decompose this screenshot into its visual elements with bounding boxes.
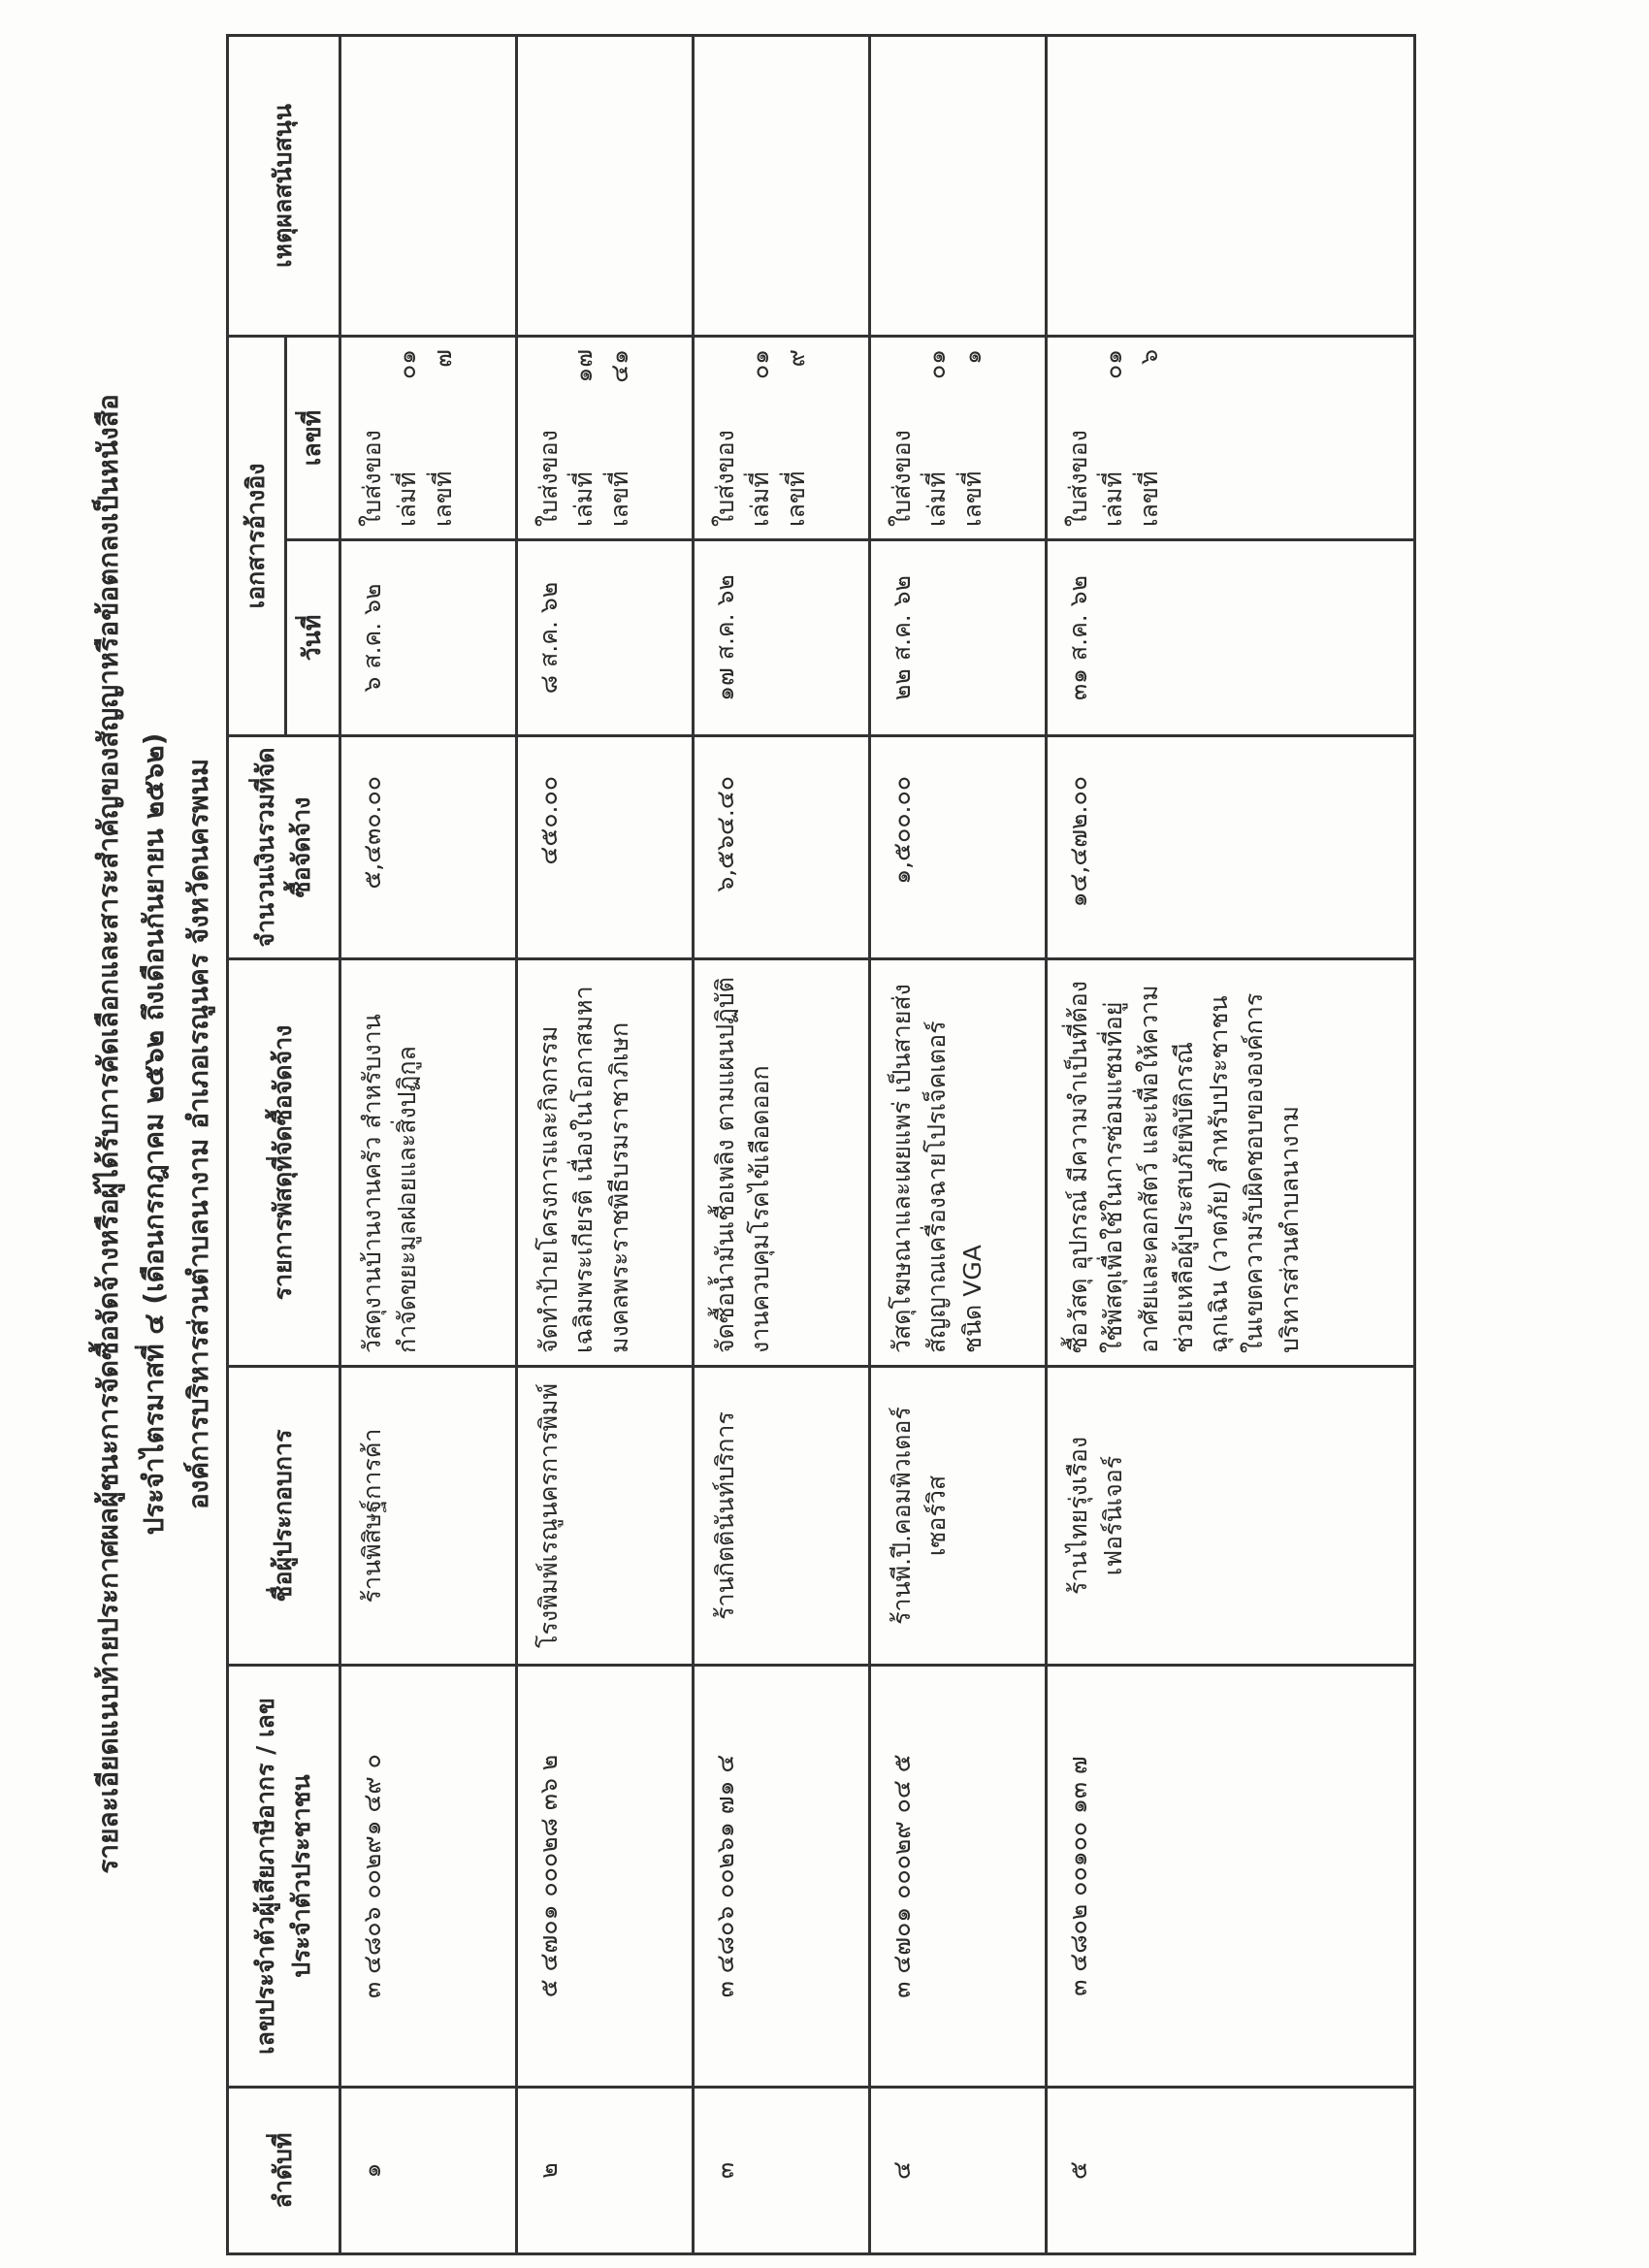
book-number: ๐๑	[393, 349, 422, 380]
row-ref-date: ๘ ส.ค. ๖๒	[516, 539, 694, 736]
row-items: วัสดุงานบ้านงานครัว สำหรับงานกำจัดขยะมูล…	[340, 958, 517, 1367]
header-tax-id: เลขประจำตัวผู้เสียภาษีอากร / เลขประจำตัว…	[227, 1665, 340, 2088]
book-label: เล่มที่	[569, 471, 598, 527]
row-no: ๓	[693, 2087, 870, 2254]
table-row: ๒๕ ๔๗๐๑ ๐๐๐๒๘ ๓๖ ๒โรงพิมพ์เรณูนครการพิมพ…	[516, 35, 694, 2254]
row-ref-date: ๖ ส.ค. ๖๒	[340, 539, 517, 736]
row-no: ๑	[340, 2087, 517, 2254]
row-tax-id: ๓ ๔๗๐๑ ๐๐๐๒๙ ๐๔ ๕	[869, 1665, 1047, 2088]
book-label: เล่มที่	[922, 471, 952, 527]
doc-type: ใบส่งของ	[534, 430, 563, 527]
row-amount: ๔๕๐.๐๐	[516, 735, 694, 959]
document-subtitle-quarter: ประจำไตรมาสที่ ๔ (เดือนกรกฎาคม ๒๕๖๒ ถึงเ…	[138, 732, 170, 1536]
book-number: ๐๑	[746, 349, 775, 380]
doc-type: ใบส่งของ	[888, 430, 916, 527]
doc-number: ๗	[428, 349, 457, 368]
row-tax-id: ๓ ๔๘๐๖ ๐๐๒๖๑ ๗๑ ๔	[693, 1665, 870, 2088]
header-amount: จำนวนเงินรวมที่จัดซื้อจัดจ้าง	[227, 735, 340, 959]
header-reference: เอกสารอ้างอิง	[227, 336, 286, 736]
row-vendor: ร้านไทยรุ่งเรืองเฟอร์นิเจอร์	[1046, 1366, 1415, 1666]
row-reason	[340, 35, 517, 337]
row-reason	[869, 35, 1047, 337]
row-reason	[516, 35, 694, 337]
row-no: ๒	[516, 2087, 694, 2254]
book-label: เล่มที่	[393, 471, 422, 527]
doc-number: ๙	[781, 349, 810, 368]
doc-type: ใบส่งของ	[1064, 430, 1092, 527]
row-vendor: ร้านพิสิษฐ์การค้า	[340, 1366, 517, 1666]
row-vendor: ร้านพี.ปี.คอมพิวเตอร์เซอร์วิส	[869, 1366, 1047, 1666]
book-label: เล่มที่	[1099, 471, 1128, 527]
table-row: ๑๓ ๔๘๐๖ ๐๐๒๙๑ ๔๙ ๐ร้านพิสิษฐ์การค้า วัสดุ…	[340, 35, 517, 2254]
table-row: ๔๓ ๔๗๐๑ ๐๐๐๒๙ ๐๔ ๕ร้านพี.ปี.คอมพิวเตอร์เ…	[869, 35, 1047, 2254]
number-label: เลขที่	[1134, 470, 1163, 527]
row-items: ซื้อวัสดุ อุปกรณ์ มีความจำเป็นที่ต้องใช้…	[1046, 958, 1415, 1367]
doc-number: ๑	[957, 349, 986, 365]
row-no: ๔	[869, 2087, 1047, 2254]
book-label: เล่มที่	[746, 471, 775, 527]
header-vendor: ชื่อผู้ประกอบการ	[227, 1366, 340, 1666]
row-tax-id: ๓ ๔๘๐๒ ๐๐๑๐๐ ๑๓ ๗	[1046, 1665, 1415, 2088]
row-reason	[1046, 35, 1415, 337]
procurement-table: ลำดับที่ เลขประจำตัวผู้เสียภาษีอากร / เล…	[226, 34, 1416, 2255]
row-amount: ๑,๕๐๐.๐๐	[869, 735, 1047, 959]
number-label: เลขที่	[781, 470, 810, 527]
document-subtitle-organization: องค์การบริหารส่วนตำบลนางาม อำเภอเรณูนคร …	[182, 758, 214, 1510]
header-reason: เหตุผลสนับสนุน	[227, 35, 340, 337]
row-ref-no: ใบส่งของ เล่มที่ ๐๑เลขที่ ๙	[693, 336, 870, 540]
row-ref-no: ใบส่งของ เล่มที่ ๐๑เลขที่ ๖	[1046, 336, 1415, 540]
row-ref-no: ใบส่งของ เล่มที่ ๐๑เลขที่ ๗	[340, 336, 517, 540]
header-no: ลำดับที่	[227, 2087, 340, 2254]
row-items: จัดทำป้ายโครงการและกิจกรรมเฉลิมพระเกียรต…	[516, 958, 694, 1367]
row-amount: ๑๔,๔๗๒.๐๐	[1046, 735, 1415, 959]
number-label: เลขที่	[957, 470, 986, 527]
table-row: ๓๓ ๔๘๐๖ ๐๐๒๖๑ ๗๑ ๔ร้านกิตตินันท์บริการ จั…	[693, 35, 870, 2254]
document-title: รายละเอียดแนบท้ายประกาศผลผู้ชนะการจัดซื้…	[92, 394, 124, 1874]
row-vendor: โรงพิมพ์เรณูนครการพิมพ์	[516, 1366, 694, 1666]
header-ref-no: เลขที่	[285, 336, 340, 540]
row-reason	[693, 35, 870, 337]
header-ref-date: วันที่	[285, 539, 340, 736]
row-ref-date: ๒๒ ส.ค. ๖๒	[869, 539, 1047, 736]
row-tax-id: ๓ ๔๘๐๖ ๐๐๒๙๑ ๔๙ ๐	[340, 1665, 517, 2088]
row-tax-id: ๕ ๔๗๐๑ ๐๐๐๒๘ ๓๖ ๒	[516, 1665, 694, 2088]
doc-type: ใบส่งของ	[358, 430, 386, 527]
row-ref-date: ๑๗ ส.ค. ๖๒	[693, 539, 870, 736]
doc-number: ๖	[1134, 349, 1163, 365]
table-row: ๕๓ ๔๘๐๒ ๐๐๑๐๐ ๑๓ ๗ร้านไทยรุ่งเรืองเฟอร์น…	[1046, 35, 1415, 2254]
row-amount: ๖,๕๖๔.๔๐	[693, 735, 870, 959]
row-ref-date: ๓๑ ส.ค. ๖๒	[1046, 539, 1415, 736]
number-label: เลขที่	[428, 470, 457, 527]
number-label: เลขที่	[604, 470, 633, 527]
row-ref-no: ใบส่งของ เล่มที่ ๐๑เลขที่ ๑	[869, 336, 1047, 540]
doc-number: ๔๑	[604, 349, 633, 383]
row-items: วัสดุโฆษณาและเผยแพร่ เป็นสายส่งสัญญาณเคร…	[869, 958, 1047, 1367]
book-number: ๑๗	[569, 349, 598, 383]
row-ref-no: ใบส่งของ เล่มที่ ๑๗เลขที่ ๔๑	[516, 336, 694, 540]
row-vendor: ร้านกิตตินันท์บริการ	[693, 1366, 870, 1666]
row-items: จัดซื้อน้ำมันเชื้อเพลิง ตามแผนปฏิบัติงาน…	[693, 958, 870, 1367]
header-items: รายการพัสดุที่จัดซื้อจัดจ้าง	[227, 958, 340, 1367]
book-number: ๐๑	[922, 349, 952, 380]
row-no: ๕	[1046, 2087, 1415, 2254]
book-number: ๐๑	[1099, 349, 1128, 380]
doc-type: ใบส่งของ	[711, 430, 739, 527]
row-amount: ๕,๔๓๐.๐๐	[340, 735, 517, 959]
